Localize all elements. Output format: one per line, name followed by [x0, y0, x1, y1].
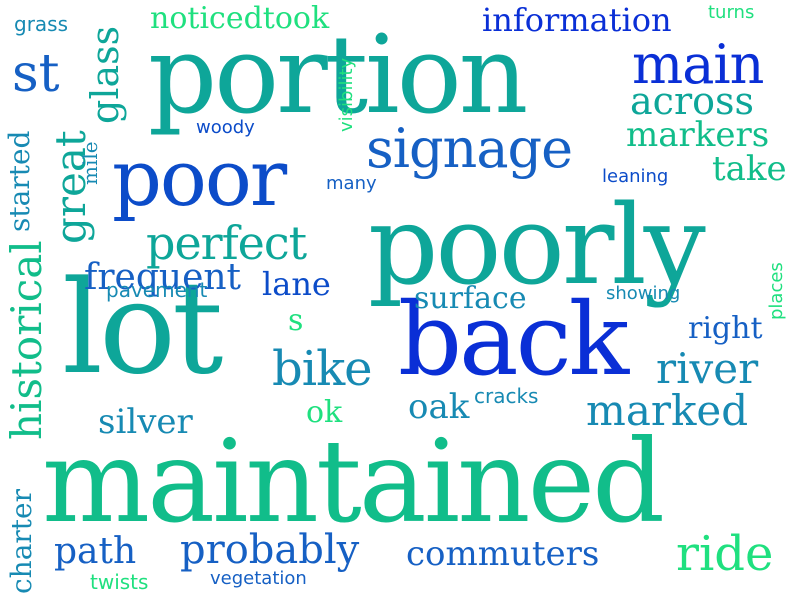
word-ok: s [288, 303, 304, 338]
word-visibility: turns [708, 2, 755, 23]
word-twists: twists [90, 570, 149, 594]
word-back: back [398, 281, 629, 398]
word-cracks: grass [14, 12, 69, 36]
word-information: information [482, 1, 672, 39]
word-maintained: maintained [42, 415, 665, 548]
word-turns: mile [78, 141, 102, 185]
word-many: leaning [602, 166, 669, 187]
word-markers: markers [626, 115, 770, 155]
word-oak: oak [408, 387, 470, 427]
word-lot: lot [62, 254, 223, 403]
word-grass: visibility [336, 57, 357, 132]
word-main: main [632, 33, 764, 96]
word-vegetation: vegetation [210, 568, 307, 589]
word-pavement: woody [196, 117, 255, 138]
word-woody: many [326, 173, 377, 194]
word-s: frequent [84, 257, 242, 298]
word-ride: ride [676, 526, 774, 582]
word-noticedtook: noticedtook [150, 1, 330, 36]
word-places: places [766, 262, 787, 320]
word-marked: marked [586, 386, 749, 435]
word-showing: cracks [474, 384, 539, 408]
word-poorly: poorly [368, 181, 706, 309]
word-commuters: commuters [406, 534, 600, 574]
word-charter: charter [5, 489, 38, 594]
word-river: river [656, 344, 759, 393]
word-mile: ok [306, 395, 343, 430]
word-portion: portion [148, 13, 528, 138]
word-bike: bike [272, 341, 373, 397]
word-frequent: pavement [106, 278, 208, 302]
word-historical: historical [2, 240, 51, 440]
word-probably: probably [180, 527, 360, 573]
word-surface: surface [414, 281, 527, 316]
word-leaning: showing [606, 283, 681, 304]
word-take: take [712, 149, 787, 189]
word-st: st [12, 44, 60, 104]
word-path: path [54, 531, 137, 572]
word-glass: glass [83, 25, 127, 124]
word-perfect: perfect [146, 216, 307, 270]
word-signage: signage [366, 117, 573, 180]
word-poor: poor [112, 134, 287, 224]
word-right: right [688, 311, 763, 346]
word-lane: lane [262, 265, 331, 303]
word-started: started [3, 130, 36, 232]
word-silver: silver [98, 402, 193, 442]
word-across: across [630, 79, 754, 123]
